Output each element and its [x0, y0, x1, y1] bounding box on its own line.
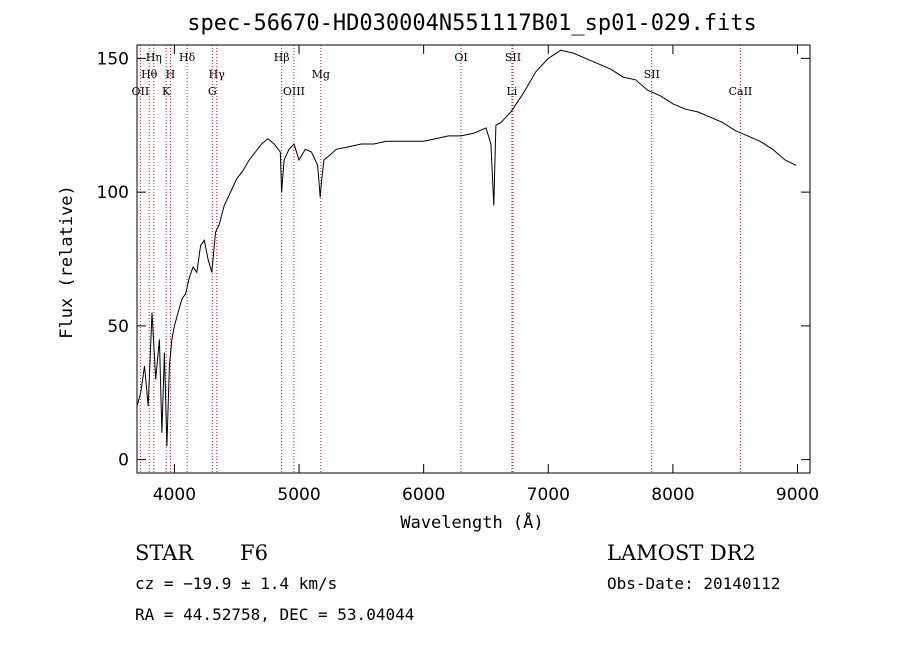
- line-marker-label: Hβ: [274, 51, 290, 64]
- axis-ticks: 4000 5000 6000 7000 8000 9000 0 50 100 150: [97, 45, 819, 505]
- line-marker-label: CaII: [729, 85, 753, 98]
- line-marker-label: Li: [506, 85, 517, 98]
- line-marker-label: OI: [454, 51, 467, 64]
- plot-frame: [136, 44, 811, 474]
- survey-label: LAMOST DR2: [607, 541, 756, 565]
- chart-title: spec-56670-HD030004N551117B01_sp01-029.f…: [187, 11, 757, 36]
- line-markers: Hη Hθ OII HK Hδ Hγ G Hβ OIII Mg OI SII Li SII CaII: [132, 45, 753, 473]
- x-tick-label: 9000: [776, 485, 819, 505]
- line-marker-label: Hδ: [179, 51, 196, 64]
- y-tick-label: 0: [118, 451, 129, 471]
- line-marker-label: SII: [644, 68, 660, 81]
- x-axis-label: Wavelength (Å): [400, 511, 543, 533]
- y-tick-label: 100: [97, 183, 129, 203]
- line-marker-label: OIII: [283, 85, 305, 98]
- coordinates: RA = 44.52758, DEC = 53.04044: [135, 605, 415, 624]
- line-marker-label: Mg: [312, 68, 330, 81]
- line-marker-label: OII: [132, 85, 150, 98]
- x-tick-label: 7000: [527, 485, 570, 505]
- line-marker-label: Hη: [146, 51, 162, 64]
- line-marker-label: Hγ: [209, 68, 226, 81]
- y-tick-label: 150: [97, 49, 129, 69]
- redshift-text: cz = −19.9 ± 1.4 km/s: [135, 574, 338, 593]
- line-marker-label: H: [166, 68, 176, 81]
- line-marker-label: G: [208, 85, 217, 98]
- subclass: F6: [240, 541, 268, 565]
- y-tick-label: 50: [107, 317, 129, 337]
- line-marker-label: SII: [505, 51, 521, 64]
- x-tick-label: 8000: [651, 485, 694, 505]
- line-marker-label: Hθ: [141, 68, 158, 81]
- spectrum-line: [136, 49, 797, 447]
- y-axis-label: Flux (relative): [57, 185, 77, 339]
- object-type: STAR: [135, 541, 194, 565]
- x-tick-label: 5000: [277, 485, 320, 505]
- x-tick-label: 4000: [153, 485, 196, 505]
- line-marker-label: K: [162, 85, 171, 98]
- obs-date: Obs-Date: 20140112: [607, 574, 781, 593]
- x-tick-label: 6000: [402, 485, 445, 505]
